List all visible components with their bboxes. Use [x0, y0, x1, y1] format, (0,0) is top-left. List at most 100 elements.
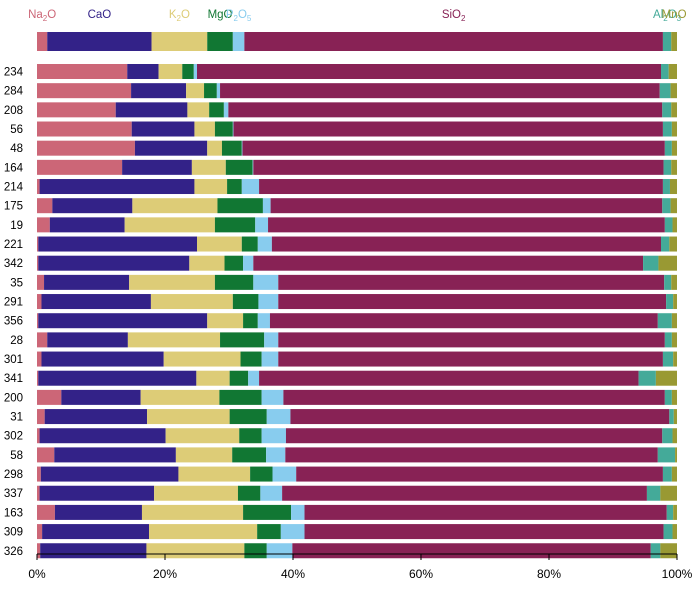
bar-segment-sio2-35 — [278, 274, 665, 290]
bar-segment-sio2-291 — [278, 294, 667, 310]
row-label-342: 342 — [4, 258, 23, 270]
legend-label-cao: CaO — [88, 9, 112, 21]
row-label-56: 56 — [10, 124, 23, 136]
bar-segment-mno-total — [671, 32, 677, 51]
legend-label-mgo: MgO — [208, 9, 233, 21]
row-label-175: 175 — [4, 201, 23, 213]
bar-segment-na2o-341 — [37, 370, 39, 386]
bar-segment-k2o-208 — [187, 102, 210, 118]
bar-segment-mno-356 — [671, 313, 677, 329]
bar-segment-cao-221 — [38, 236, 197, 252]
row-label-298: 298 — [4, 469, 23, 481]
bar-segment-mno-337 — [660, 485, 677, 501]
bar-segment-na2o-208 — [37, 102, 116, 118]
bar-segment-p2o5-234 — [193, 64, 197, 79]
bar-segment-mno-48 — [671, 140, 677, 156]
bar-segment-al2o3-48 — [664, 140, 672, 156]
bar-segment-mgo-342 — [224, 255, 244, 271]
bar-segment-mgo-175 — [217, 198, 263, 214]
bar-segment-k2o-48 — [207, 140, 222, 156]
bar-segment-na2o-221 — [37, 236, 39, 252]
x-tick-label: 100% — [662, 567, 693, 581]
bar-segment-cao-48 — [134, 140, 208, 156]
bar-segment-sio2-214 — [259, 179, 663, 195]
bar-segment-mno-175 — [670, 198, 677, 214]
bar-segment-cao-214 — [39, 179, 195, 195]
bar-segment-sio2-221 — [271, 236, 661, 252]
bar-segment-p2o5-58 — [266, 447, 286, 463]
bar-segment-p2o5-298 — [272, 466, 297, 482]
row-label-326: 326 — [4, 546, 23, 558]
bar-segment-al2o3-total — [662, 32, 672, 51]
bar-segment-mno-208 — [671, 102, 677, 118]
bar-segment-al2o3-309 — [663, 524, 673, 540]
bar-segment-mno-301 — [673, 351, 677, 367]
bar-segment-cao-58 — [54, 447, 176, 463]
bar-segment-al2o3-341 — [638, 370, 656, 386]
bar-segment-k2o-56 — [194, 121, 215, 137]
bar-segment-sio2-302 — [285, 428, 663, 444]
bar-segment-al2o3-234 — [661, 64, 669, 79]
bar-segment-p2o5-28 — [264, 332, 279, 348]
row-label-302: 302 — [4, 431, 23, 443]
bar-segment-k2o-284 — [186, 83, 205, 99]
bar-segment-sio2-total — [244, 32, 663, 51]
bar-segment-mgo-35 — [214, 274, 254, 290]
bar-segment-cao-309 — [42, 524, 150, 540]
bar-segment-p2o5-31 — [266, 409, 291, 425]
bar-segment-sio2-164 — [253, 159, 664, 175]
bar-segment-al2o3-35 — [664, 274, 672, 290]
bar-segment-k2o-337 — [154, 485, 238, 501]
bar-segment-mno-200 — [671, 389, 677, 405]
bar-segment-mgo-301 — [240, 351, 262, 367]
bar-segment-k2o-200 — [140, 389, 220, 405]
bar-segment-sio2-342 — [253, 255, 644, 271]
bar-segment-cao-302 — [39, 428, 166, 444]
bar-segment-sio2-234 — [197, 64, 661, 79]
x-tick-label: 80% — [537, 567, 561, 581]
bar-segment-na2o-200 — [37, 389, 62, 405]
bar-segment-mno-298 — [671, 466, 677, 482]
row-label-200: 200 — [4, 392, 23, 404]
bar-segment-k2o-164 — [191, 159, 226, 175]
bar-segment-mgo-208 — [209, 102, 224, 118]
legend-label-al2o3: Al2O3 — [653, 9, 682, 23]
bar-segment-sio2-163 — [304, 504, 667, 520]
bar-segment-al2o3-326 — [650, 543, 661, 559]
bar-segment-na2o-337 — [37, 485, 40, 501]
bar-segment-k2o-175 — [132, 198, 218, 214]
bar-segment-na2o-301 — [37, 351, 42, 367]
bar-segment-p2o5-total — [232, 32, 245, 51]
bar-segment-k2o-28 — [127, 332, 221, 348]
bar-segment-mgo-302 — [239, 428, 262, 444]
bar-segment-p2o5-356 — [257, 313, 270, 329]
bar-segment-p2o5-342 — [243, 255, 254, 271]
row-label-284: 284 — [4, 86, 24, 98]
bar-segment-mno-284 — [670, 83, 677, 99]
bar-segment-mgo-48 — [221, 140, 242, 156]
bar-segment-p2o5-302 — [261, 428, 286, 444]
row-label-208: 208 — [4, 105, 23, 117]
bar-segment-mgo-200 — [219, 389, 262, 405]
bar-segment-k2o-341 — [196, 370, 230, 386]
bar-segment-cao-298 — [40, 466, 179, 482]
bar-segment-al2o3-56 — [662, 121, 672, 137]
bar-segment-na2o-58 — [37, 447, 55, 463]
bar-segment-cao-164 — [122, 159, 192, 175]
bar-segment-mno-35 — [671, 274, 677, 290]
bar-segment-k2o-31 — [147, 409, 230, 425]
bar-segment-na2o-48 — [37, 140, 135, 156]
bar-segment-mno-28 — [671, 332, 677, 348]
bar-segment-p2o5-35 — [253, 274, 279, 290]
bar-segment-p2o5-341 — [248, 370, 260, 386]
bar-segment-mgo-31 — [229, 409, 267, 425]
bar-segment-al2o3-284 — [659, 83, 671, 99]
bar-segment-na2o-total — [37, 32, 48, 51]
bar-segment-sio2-31 — [290, 409, 670, 425]
bar-segment-cao-301 — [41, 351, 164, 367]
row-label-291: 291 — [4, 297, 23, 309]
bar-segment-p2o5-214 — [241, 179, 260, 195]
bar-segment-cao-208 — [115, 102, 188, 118]
bar-segment-cao-284 — [131, 83, 187, 99]
row-label-35: 35 — [10, 277, 23, 289]
